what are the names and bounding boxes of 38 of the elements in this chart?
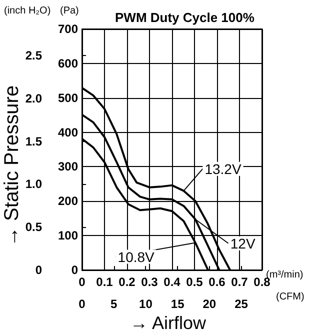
x-tick-label: 0.6 [208,275,226,289]
x-tick-label: 0 [78,275,86,289]
y-axis-title: → Static Pressure [1,85,23,247]
y2-tick-label: 500 [58,90,78,105]
y2-tick-label: 100 [58,228,78,243]
y-tick-label: 0.5 [25,220,42,234]
x-tick-label: 0.5 [186,275,204,289]
x2-tick-label: 15 [170,297,185,311]
x2-tick-label: 25 [234,297,248,311]
y2-tick-label: 600 [58,56,78,70]
y2-tick-label: 0 [71,263,78,277]
x2-tick-label: 0 [78,297,86,311]
y-tick-label: 2.0 [25,91,42,106]
series-label: 13.2V [204,160,242,177]
x2-tick-label: 10 [139,297,153,311]
text: (Pa) [60,6,79,16]
x-axis-title: → Airflow [130,313,208,332]
series-label: 12V [230,235,256,252]
text: (CFM) [276,292,304,302]
x-tick-label: 0.7 [231,275,248,289]
text: (inch H₂O) [4,6,51,16]
text: 10.8V [118,248,156,265]
y2-tick-label: 400 [58,125,78,140]
y-tick-label: 2.5 [25,48,42,63]
y2-tick-label: 300 [58,160,78,174]
x2-tick-label: 20 [202,297,216,311]
text: (m³/min) [266,270,304,280]
x-tick-label: 0.3 [141,275,158,289]
y-tick-label: 0 [35,263,42,277]
y-tick-label: 1.5 [25,134,42,148]
y-tick-label: 1.0 [25,177,42,192]
x-tick-label: 0.2 [118,275,136,289]
x-tick-label: 0.4 [164,275,181,289]
y2-tick-label: 700 [58,22,78,36]
x-tick-label: 0.1 [96,275,114,289]
y2-tick-label: 200 [58,194,78,208]
x2-tick-label: 5 [110,297,118,311]
chart-title: PWM Duty Cycle 100% [115,10,255,25]
